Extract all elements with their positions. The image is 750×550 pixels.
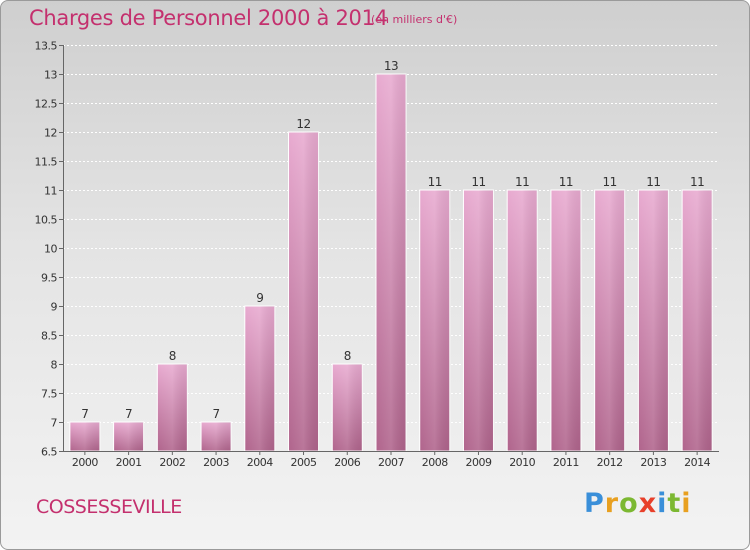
value-label-2012: 11 xyxy=(603,175,617,189)
x-tick-label-2009: 2009 xyxy=(465,456,491,469)
bar-shine-2010 xyxy=(507,190,538,451)
x-tick-label-2001: 2001 xyxy=(116,456,142,469)
x-tick-label-2014: 2014 xyxy=(684,456,710,469)
bar-shine-2003 xyxy=(201,422,232,451)
value-label-2003: 7 xyxy=(212,407,219,421)
value-label-2002: 8 xyxy=(169,349,176,363)
commune-name: COSSESSEVILLE xyxy=(36,496,182,518)
bar-shine-2005 xyxy=(288,132,319,451)
y-tick-label: 13 xyxy=(44,69,57,82)
bar-shine-2004 xyxy=(244,306,275,451)
value-label-2001: 7 xyxy=(125,407,132,421)
y-tick-label: 11 xyxy=(44,185,57,198)
bar-shine-2012 xyxy=(594,190,625,451)
bar-shine-2000 xyxy=(69,422,100,451)
y-tick-label: 7 xyxy=(51,417,58,430)
logo-letter: x xyxy=(638,488,658,519)
x-tick-label-2000: 2000 xyxy=(72,456,98,469)
bar-shine-2001 xyxy=(113,422,144,451)
unit-note: (en milliers d'€) xyxy=(371,13,458,26)
logo-letter: r xyxy=(604,488,620,519)
x-tick-label-2004: 2004 xyxy=(247,456,273,469)
logo-letter: i xyxy=(657,488,668,519)
value-label-2010: 11 xyxy=(515,175,529,189)
logo-letter: i xyxy=(681,488,692,519)
y-tick-label: 10.5 xyxy=(35,214,58,227)
x-tick-label-2002: 2002 xyxy=(159,456,185,469)
y-axis: 6.5 7 7.5 8 8.5 9 9.5 10 10.5 11 11.5 12 12.5 13 13.5 xyxy=(35,40,64,459)
x-axis: 2000 2001 2002 2003 2004 2005 2006 2007 2008 2009… xyxy=(63,451,719,469)
logo-letter: o xyxy=(619,488,639,519)
value-label-2006: 8 xyxy=(344,349,351,363)
x-tick-label-2005: 2005 xyxy=(291,456,317,469)
value-label-2005: 12 xyxy=(296,117,310,131)
bar-shine-2006 xyxy=(332,364,363,451)
value-label-2007: 13 xyxy=(384,59,398,73)
x-tick-label-2008: 2008 xyxy=(422,456,448,469)
proxiti-logo: Proxiti xyxy=(584,488,692,519)
y-tick-label: 13.5 xyxy=(35,40,58,53)
logo-letter: t xyxy=(667,488,682,519)
value-label-2004: 9 xyxy=(256,291,263,305)
x-tick-label-2010: 2010 xyxy=(509,456,535,469)
x-tick-label-2006: 2006 xyxy=(334,456,360,469)
value-label-2014: 11 xyxy=(690,175,704,189)
chart-title: Charges de Personnel 2000 à 2014 xyxy=(29,6,388,30)
bar-shine-2014 xyxy=(682,190,713,451)
y-tick-label: 7.5 xyxy=(41,388,57,401)
bar-shine-2008 xyxy=(419,190,450,451)
y-tick-label: 8 xyxy=(51,359,58,372)
value-label-2009: 11 xyxy=(471,175,485,189)
logo-letter: P xyxy=(584,488,605,519)
y-tick-label: 10 xyxy=(44,243,57,256)
bar-shine-2011 xyxy=(550,190,581,451)
y-tick-label: 9.5 xyxy=(41,272,57,285)
value-label-2000: 7 xyxy=(81,407,88,421)
y-tick-label: 11.5 xyxy=(35,156,58,169)
value-label-2011: 11 xyxy=(559,175,573,189)
bar-shine-2007 xyxy=(376,74,406,451)
bars: 7 7 8 7 9 12 8 13 11 11 11 11 11 11 11 xyxy=(69,59,713,452)
y-tick-label: 12.5 xyxy=(35,98,58,111)
x-tick-label-2012: 2012 xyxy=(597,456,623,469)
bar-shine-2009 xyxy=(463,190,494,451)
x-tick-label-2007: 2007 xyxy=(378,456,404,469)
x-tick-label-2013: 2013 xyxy=(640,456,666,469)
bar-shine-2002 xyxy=(157,364,188,451)
y-tick-label: 9 xyxy=(51,301,58,314)
value-label-2013: 11 xyxy=(646,175,660,189)
y-tick-label: 12 xyxy=(44,127,57,140)
bar-shine-2013 xyxy=(638,190,669,451)
y-tick-label: 8.5 xyxy=(41,330,57,343)
value-label-2008: 11 xyxy=(428,175,442,189)
x-tick-label-2003: 2003 xyxy=(203,456,229,469)
y-tick-label: 6.5 xyxy=(41,446,57,459)
x-tick-label-2011: 2011 xyxy=(553,456,579,469)
